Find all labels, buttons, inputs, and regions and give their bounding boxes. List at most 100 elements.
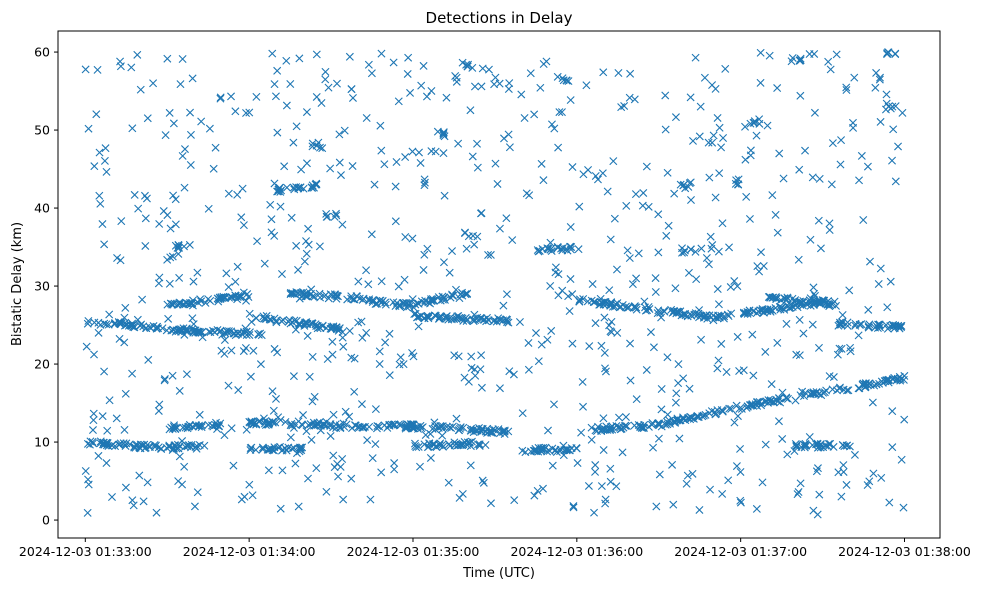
- data-point: [537, 159, 546, 168]
- data-point: [470, 365, 479, 374]
- data-point: [473, 139, 482, 148]
- data-point: [171, 220, 180, 229]
- data-point: [110, 320, 119, 329]
- data-point: [566, 275, 575, 284]
- data-point: [195, 410, 204, 419]
- data-point: [606, 477, 615, 486]
- data-point: [98, 412, 107, 421]
- data-point: [475, 440, 484, 449]
- data-point: [606, 235, 615, 244]
- data-point: [554, 291, 563, 300]
- data-point: [591, 319, 600, 328]
- data-point: [273, 348, 282, 357]
- data-point: [204, 204, 213, 213]
- data-point: [240, 492, 249, 501]
- data-point: [406, 88, 415, 97]
- data-point: [477, 351, 486, 360]
- data-point: [381, 338, 390, 347]
- data-point: [338, 454, 347, 463]
- data-point: [845, 286, 854, 295]
- data-point: [758, 478, 767, 487]
- data-point: [819, 388, 828, 397]
- data-point: [550, 400, 558, 409]
- data-point: [176, 80, 185, 89]
- data-point: [84, 124, 93, 133]
- data-point: [404, 53, 413, 62]
- data-point: [242, 327, 251, 336]
- data-point: [286, 433, 295, 442]
- data-point: [606, 423, 615, 432]
- data-point: [693, 412, 702, 421]
- data-point: [756, 48, 765, 57]
- data-point: [466, 106, 475, 115]
- data-point: [864, 305, 873, 314]
- x-tick-label: 2024-12-03 01:37:00: [674, 544, 807, 559]
- data-point: [711, 84, 720, 93]
- data-point: [779, 174, 788, 183]
- data-point: [375, 347, 384, 356]
- data-point: [791, 439, 800, 448]
- data-point: [399, 298, 408, 307]
- data-point: [842, 83, 851, 92]
- data-point: [687, 196, 695, 204]
- data-point: [718, 489, 727, 498]
- data-point: [621, 302, 630, 311]
- data-point: [671, 398, 680, 407]
- data-point: [197, 328, 206, 337]
- data-point: [130, 190, 139, 199]
- data-point: [662, 231, 671, 240]
- data-point: [817, 298, 826, 307]
- data-point: [308, 292, 317, 301]
- data-point: [756, 78, 765, 87]
- data-point: [766, 305, 775, 314]
- data-point: [200, 441, 209, 450]
- data-point: [307, 183, 316, 192]
- data-point: [220, 336, 229, 345]
- data-point: [247, 443, 256, 452]
- x-axis-title: Time (UTC): [462, 566, 535, 581]
- data-point: [685, 384, 694, 393]
- x-axis: 2024-12-03 01:33:00 2024-12-03 01:34:00 20…: [19, 538, 971, 559]
- data-point: [495, 429, 504, 438]
- data-point: [751, 400, 760, 409]
- data-point: [371, 440, 380, 449]
- data-point: [464, 232, 473, 241]
- data-point: [837, 344, 846, 353]
- data-point: [575, 202, 584, 211]
- data-point: [626, 69, 635, 78]
- data-point: [603, 187, 612, 196]
- data-point: [287, 444, 296, 453]
- data-point: [188, 296, 197, 305]
- data-point: [169, 119, 178, 128]
- data-point: [876, 73, 885, 82]
- y-axis: 0 10 20 30 40 50 60: [34, 45, 58, 528]
- data-point: [796, 297, 805, 306]
- data-point: [478, 476, 487, 485]
- data-point: [508, 236, 517, 245]
- data-point: [882, 99, 891, 108]
- data-point: [771, 293, 780, 302]
- data-point: [116, 439, 125, 448]
- data-point: [274, 443, 283, 452]
- data-point: [460, 373, 469, 382]
- data-point: [671, 417, 680, 426]
- data-point: [438, 431, 447, 440]
- data-point: [768, 191, 777, 200]
- data-point: [103, 426, 112, 435]
- data-point: [622, 201, 631, 210]
- data-point: [327, 291, 336, 300]
- data-point: [420, 175, 429, 184]
- data-point: [689, 414, 698, 423]
- data-point: [704, 138, 713, 147]
- data-point: [732, 176, 741, 185]
- data-point: [171, 241, 180, 250]
- data-point: [245, 480, 254, 489]
- data-point: [730, 418, 739, 427]
- data-point: [865, 379, 874, 388]
- data-point: [304, 240, 313, 249]
- data-point: [332, 79, 341, 88]
- data-point: [286, 290, 295, 299]
- data-point: [829, 373, 838, 382]
- data-point: [684, 182, 693, 191]
- data-point: [239, 347, 248, 356]
